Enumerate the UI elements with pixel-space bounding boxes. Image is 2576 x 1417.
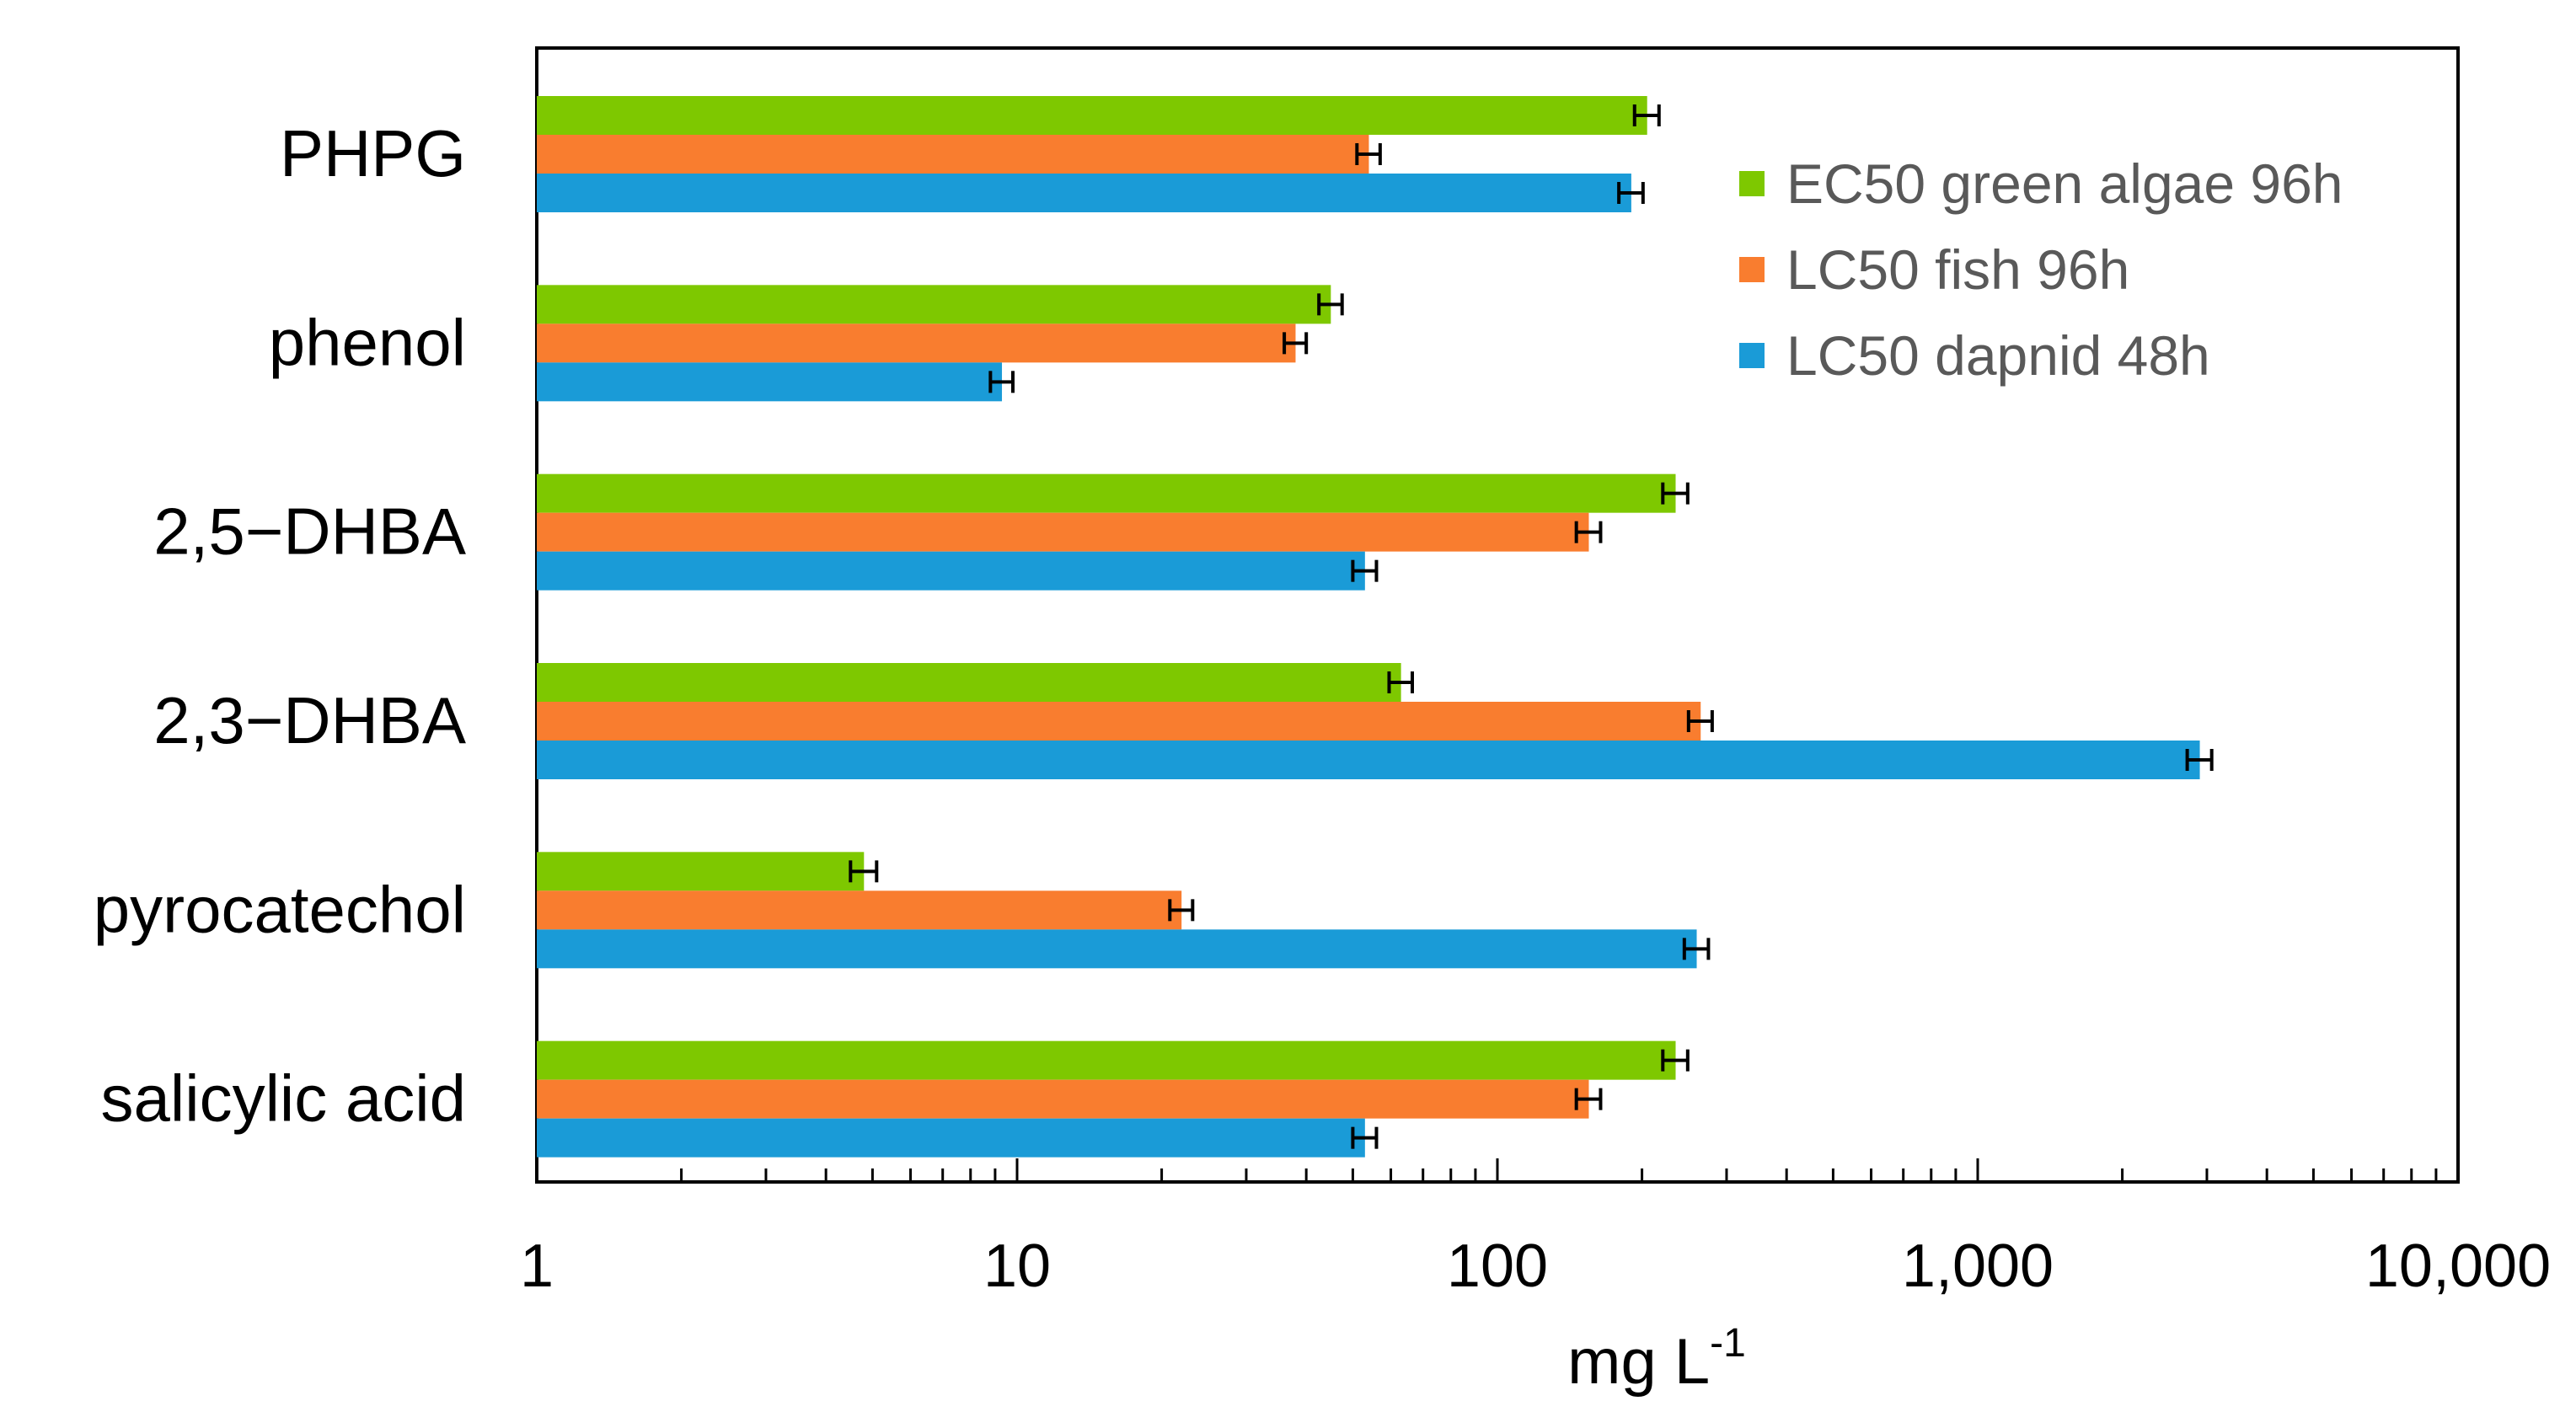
bar	[537, 174, 1631, 212]
legend-swatch	[1739, 171, 1765, 196]
plot-area	[535, 46, 2460, 1184]
errorbars-layer	[849, 104, 2214, 1149]
x-axis-title-superscript: -1	[1710, 1321, 1746, 1366]
bar	[537, 741, 2200, 779]
category-label: salicylic acid	[101, 1061, 466, 1136]
legend-label: LC50 dapnid 48h	[1786, 324, 2210, 387]
x-tick-label: 1,000	[1902, 1233, 2054, 1300]
bar	[537, 473, 1676, 513]
bar	[537, 663, 1401, 702]
bar	[537, 702, 1701, 741]
x-tick-label: 100	[1447, 1233, 1548, 1300]
x-axis-title-text: mg L	[1567, 1326, 1710, 1398]
bar	[537, 929, 1697, 969]
bar	[537, 96, 1647, 135]
category-label: 2,5−DHBA	[153, 495, 466, 569]
legend-label: LC50 fish 96h	[1786, 238, 2129, 301]
bar	[537, 890, 1182, 930]
bar	[537, 1079, 1589, 1119]
bar	[537, 1118, 1365, 1158]
category-label: 2,3−DHBA	[153, 683, 466, 757]
x-axis-ticks	[535, 1158, 2460, 1182]
bar	[537, 852, 865, 891]
legend-swatch	[1739, 257, 1765, 282]
category-label: pyrocatechol	[94, 872, 466, 946]
category-labels: PHPG phenol 2,5−DHBA 2,3−DHBA pyrocatechol sa…	[94, 116, 466, 1136]
bars-layer	[537, 96, 2200, 1158]
x-tick-label: 10	[983, 1233, 1051, 1300]
legend: EC50 green algae 96h LC50 fish 96h LC50 da…	[1739, 152, 2343, 387]
x-axis-title: mg L-1	[1567, 1321, 1746, 1398]
category-label: PHPG	[280, 116, 466, 190]
legend-label: EC50 green algae 96h	[1786, 152, 2343, 215]
x-axis-tick-labels: 1 10 100 1,000 10,000	[520, 1233, 2551, 1300]
legend-swatch	[1739, 343, 1765, 368]
bar	[537, 135, 1369, 174]
category-label: phenol	[269, 305, 466, 379]
bar	[537, 512, 1589, 552]
x-tick-label: 1	[520, 1233, 554, 1300]
bar	[537, 551, 1365, 591]
bar	[537, 285, 1331, 324]
bar	[537, 324, 1296, 363]
x-tick-label: 10,000	[2365, 1233, 2551, 1300]
bar	[537, 362, 1003, 402]
bar	[537, 1040, 1676, 1080]
